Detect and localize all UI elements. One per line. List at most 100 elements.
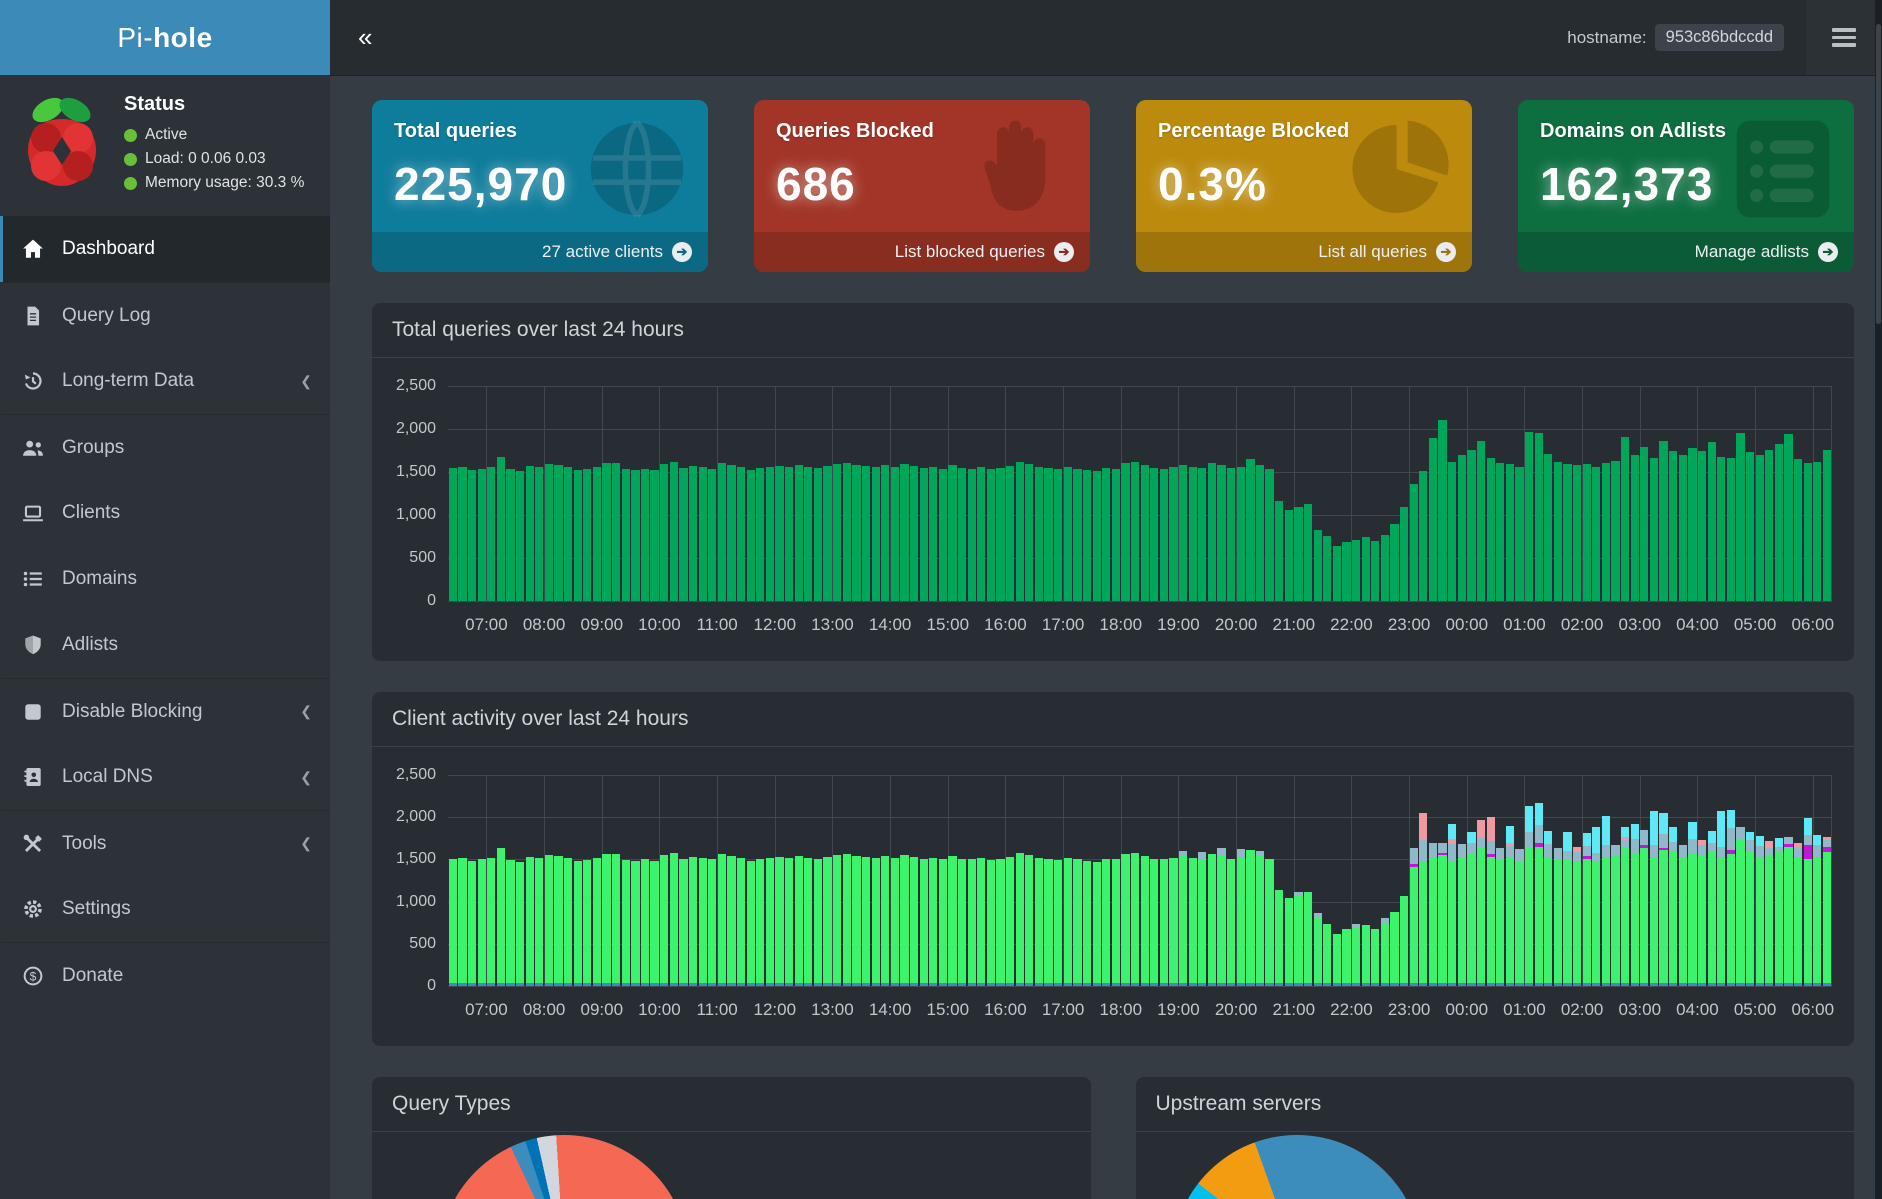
sidebar-item-clients[interactable]: Clients [0,480,330,546]
bar [852,386,860,601]
bar [1044,775,1052,986]
bar [785,386,793,601]
bar [1217,775,1225,986]
bar [795,386,803,601]
sidebar-item-long-term-data[interactable]: Long-term Data ❮ [0,348,330,414]
bar [756,386,764,601]
bar [1496,775,1504,986]
x-tick-label: 09:00 [580,615,623,635]
sidebar-item-label: Groups [62,437,124,459]
x-tick-label: 20:00 [1215,1000,1258,1020]
bar [622,775,630,986]
bar [737,775,745,986]
bar [699,775,707,986]
sidebar-item-label: Disable Blocking [62,701,202,723]
sidebar-item-label: Settings [62,898,131,920]
bar [804,775,812,986]
x-tick-label: 00:00 [1445,615,1488,635]
bar [1304,775,1312,986]
bar [1333,386,1341,601]
sidebar-item-label: Local DNS [62,766,153,788]
sidebar-item-settings[interactable]: Settings [0,876,330,942]
x-tick-label: 02:00 [1561,615,1604,635]
bar [1044,386,1052,601]
bar [1804,775,1812,986]
bar [1294,386,1302,601]
y-tick-label: 2,500 [396,766,436,784]
bar [1813,775,1821,986]
bar [1093,775,1101,986]
sidebar-collapse-button[interactable]: « [330,0,400,75]
bar [718,775,726,986]
bar [833,386,841,601]
list-blocked-queries-link[interactable]: List blocked queries ➔ [754,232,1090,272]
bar [1487,386,1495,601]
sidebar-item-local-dns[interactable]: Local DNS ❮ [0,744,330,810]
sidebar-item-adlists[interactable]: Adlists [0,612,330,678]
bar [1602,775,1610,986]
sidebar-item-groups[interactable]: Groups [0,414,330,480]
sidebar-item-disable-blocking[interactable]: Disable Blocking ❮ [0,678,330,744]
list-all-queries-link[interactable]: List all queries ➔ [1136,232,1472,272]
bar [641,775,649,986]
bar [602,386,610,601]
query-types-pie-chart[interactable] [439,1135,689,1199]
bars [448,775,1832,986]
bar [1525,775,1533,986]
x-tick-label: 06:00 [1791,1000,1834,1020]
active-clients-link[interactable]: 27 active clients ➔ [372,232,708,272]
bar [650,775,658,986]
hamburger-menu-button[interactable] [1806,0,1882,75]
bar [1477,386,1485,601]
status-row-memory: Memory usage: 30.3 % [124,174,304,192]
sidebar-item-tools[interactable]: Tools ❮ [0,810,330,876]
bar [1467,386,1475,601]
logo-text-bold: hole [153,22,213,54]
bar [1073,775,1081,986]
bar [468,775,476,986]
bar [1573,386,1581,601]
bar [574,775,582,986]
scrollbar-thumb[interactable] [1876,24,1881,324]
bar [564,775,572,986]
sidebar-item-query-log[interactable]: Query Log [0,282,330,348]
upstream-servers-pie-chart[interactable] [1172,1135,1422,1199]
bar [1659,775,1667,986]
bar [1458,386,1466,601]
bar [612,775,620,986]
client-activity-plot[interactable] [448,775,1832,986]
bar [487,775,495,986]
manage-adlists-link[interactable]: Manage adlists ➔ [1518,232,1854,272]
sidebar-item-label: Clients [62,502,120,524]
bar [1035,386,1043,601]
card-footer-label: List all queries [1318,242,1427,262]
bar [1621,775,1629,986]
pihole-dashboard: Pi-hole Status Active [0,0,1882,1199]
bar [545,386,553,601]
bar [804,386,812,601]
bar [1746,386,1754,601]
bar [1727,386,1735,601]
page-scrollbar[interactable] [1875,0,1882,1199]
bar [1525,386,1533,601]
x-tick-label: 14:00 [869,1000,912,1020]
bar [670,386,678,601]
bar [1583,386,1591,601]
sidebar-item-dashboard[interactable]: Dashboard [0,216,330,282]
bar [1438,386,1446,601]
bar [1198,386,1206,601]
total-queries-plot[interactable] [448,386,1832,601]
chevron-left-icon: ❮ [300,703,312,720]
sidebar-item-donate[interactable]: $ Donate [0,942,330,1008]
sidebar-item-domains[interactable]: Domains [0,546,330,612]
bar [1794,386,1802,601]
x-tick-label: 23:00 [1388,1000,1431,1020]
bar [823,386,831,601]
bar [1563,775,1571,986]
y-tick-label: 2,500 [396,377,436,395]
bar [593,386,601,601]
bar [679,386,687,601]
y-axis: 2,5002,0001,5001,0005000 [384,386,448,601]
bar [1006,775,1014,986]
hostname: hostname: 953c86bdccdd [1567,24,1784,51]
